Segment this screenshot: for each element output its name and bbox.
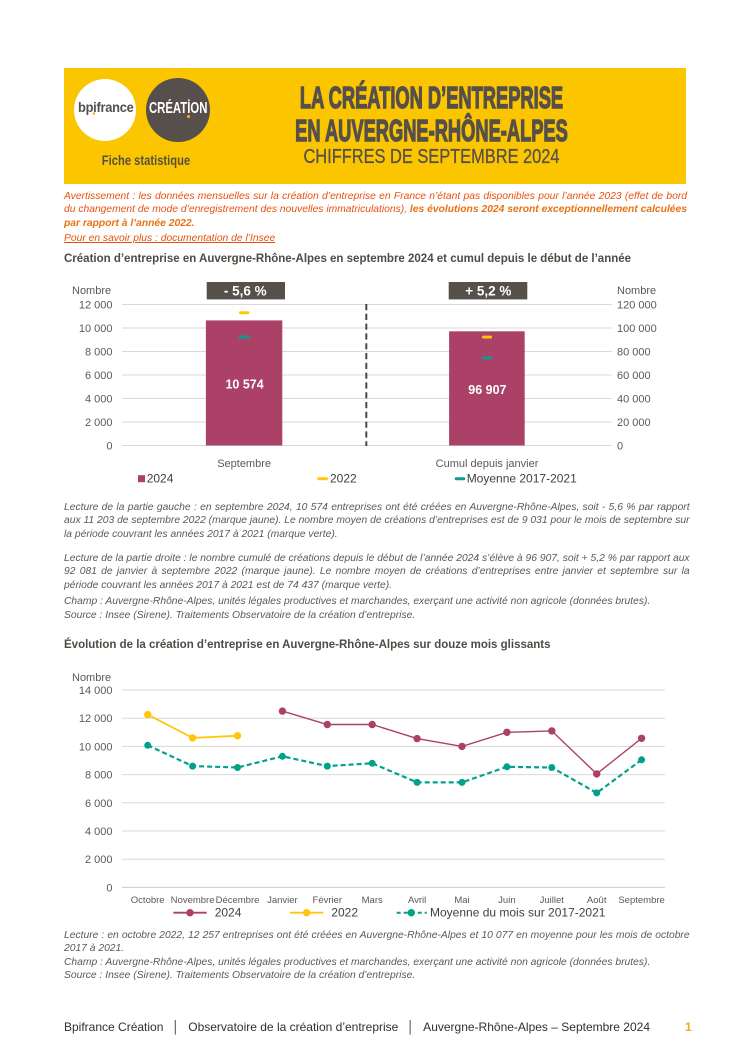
- svg-text:Cumul depuis janvier: Cumul depuis janvier: [436, 458, 539, 470]
- svg-text:Nombre: Nombre: [72, 285, 111, 297]
- svg-text:2022: 2022: [331, 906, 358, 920]
- svg-text:Avril: Avril: [408, 895, 426, 906]
- svg-text:8 000: 8 000: [85, 347, 113, 359]
- svg-text:2024: 2024: [147, 472, 174, 486]
- svg-text:80 000: 80 000: [617, 347, 651, 359]
- svg-text:0: 0: [106, 882, 112, 894]
- svg-text:Février: Février: [313, 895, 343, 906]
- svg-text:2 000: 2 000: [85, 417, 113, 429]
- svg-text:4 000: 4 000: [85, 826, 113, 838]
- svg-text:Nombre: Nombre: [72, 672, 111, 684]
- svg-text:6 000: 6 000: [85, 370, 113, 382]
- svg-text:0: 0: [106, 441, 112, 453]
- svg-text:6 000: 6 000: [85, 798, 113, 810]
- svg-text:Septembre: Septembre: [217, 458, 271, 470]
- svg-text:10 574: 10 574: [225, 377, 263, 391]
- svg-text:Décembre: Décembre: [216, 895, 260, 906]
- svg-text:120 000: 120 000: [617, 300, 657, 312]
- svg-text:10 000: 10 000: [79, 741, 113, 753]
- svg-text:Moyenne 2017-2021: Moyenne 2017-2021: [467, 472, 577, 486]
- svg-text:+ 5,2 %: + 5,2 %: [465, 283, 511, 298]
- svg-text:Juillet: Juillet: [540, 895, 565, 906]
- svg-text:0: 0: [617, 441, 623, 453]
- svg-text:2024: 2024: [215, 906, 242, 920]
- svg-text:100 000: 100 000: [617, 323, 657, 335]
- svg-text:12 000: 12 000: [79, 713, 113, 725]
- svg-text:60 000: 60 000: [617, 370, 651, 382]
- svg-text:4 000: 4 000: [85, 394, 113, 406]
- svg-text:Janvier: Janvier: [267, 895, 298, 906]
- svg-text:40 000: 40 000: [617, 394, 651, 406]
- svg-text:12 000: 12 000: [79, 300, 113, 312]
- svg-text:Moyenne du mois sur 2017-2021: Moyenne du mois sur 2017-2021: [430, 906, 606, 920]
- svg-text:14 000: 14 000: [79, 685, 113, 697]
- svg-text:Août: Août: [587, 895, 607, 906]
- svg-text:Mai: Mai: [454, 895, 469, 906]
- svg-text:Octobre: Octobre: [131, 895, 165, 906]
- svg-text:Nombre: Nombre: [617, 285, 656, 297]
- svg-text:20 000: 20 000: [617, 417, 651, 429]
- svg-text:Juin: Juin: [498, 895, 515, 906]
- svg-text:96 907: 96 907: [468, 383, 506, 397]
- svg-text:- 5,6 %: - 5,6 %: [224, 283, 267, 298]
- svg-text:2 000: 2 000: [85, 854, 113, 866]
- svg-text:Septembre: Septembre: [618, 895, 664, 906]
- svg-text:Novembre: Novembre: [171, 895, 215, 906]
- svg-text:8 000: 8 000: [85, 770, 113, 782]
- svg-text:Mars: Mars: [362, 895, 383, 906]
- svg-text:2022: 2022: [330, 472, 357, 486]
- svg-text:10 000: 10 000: [79, 323, 113, 335]
